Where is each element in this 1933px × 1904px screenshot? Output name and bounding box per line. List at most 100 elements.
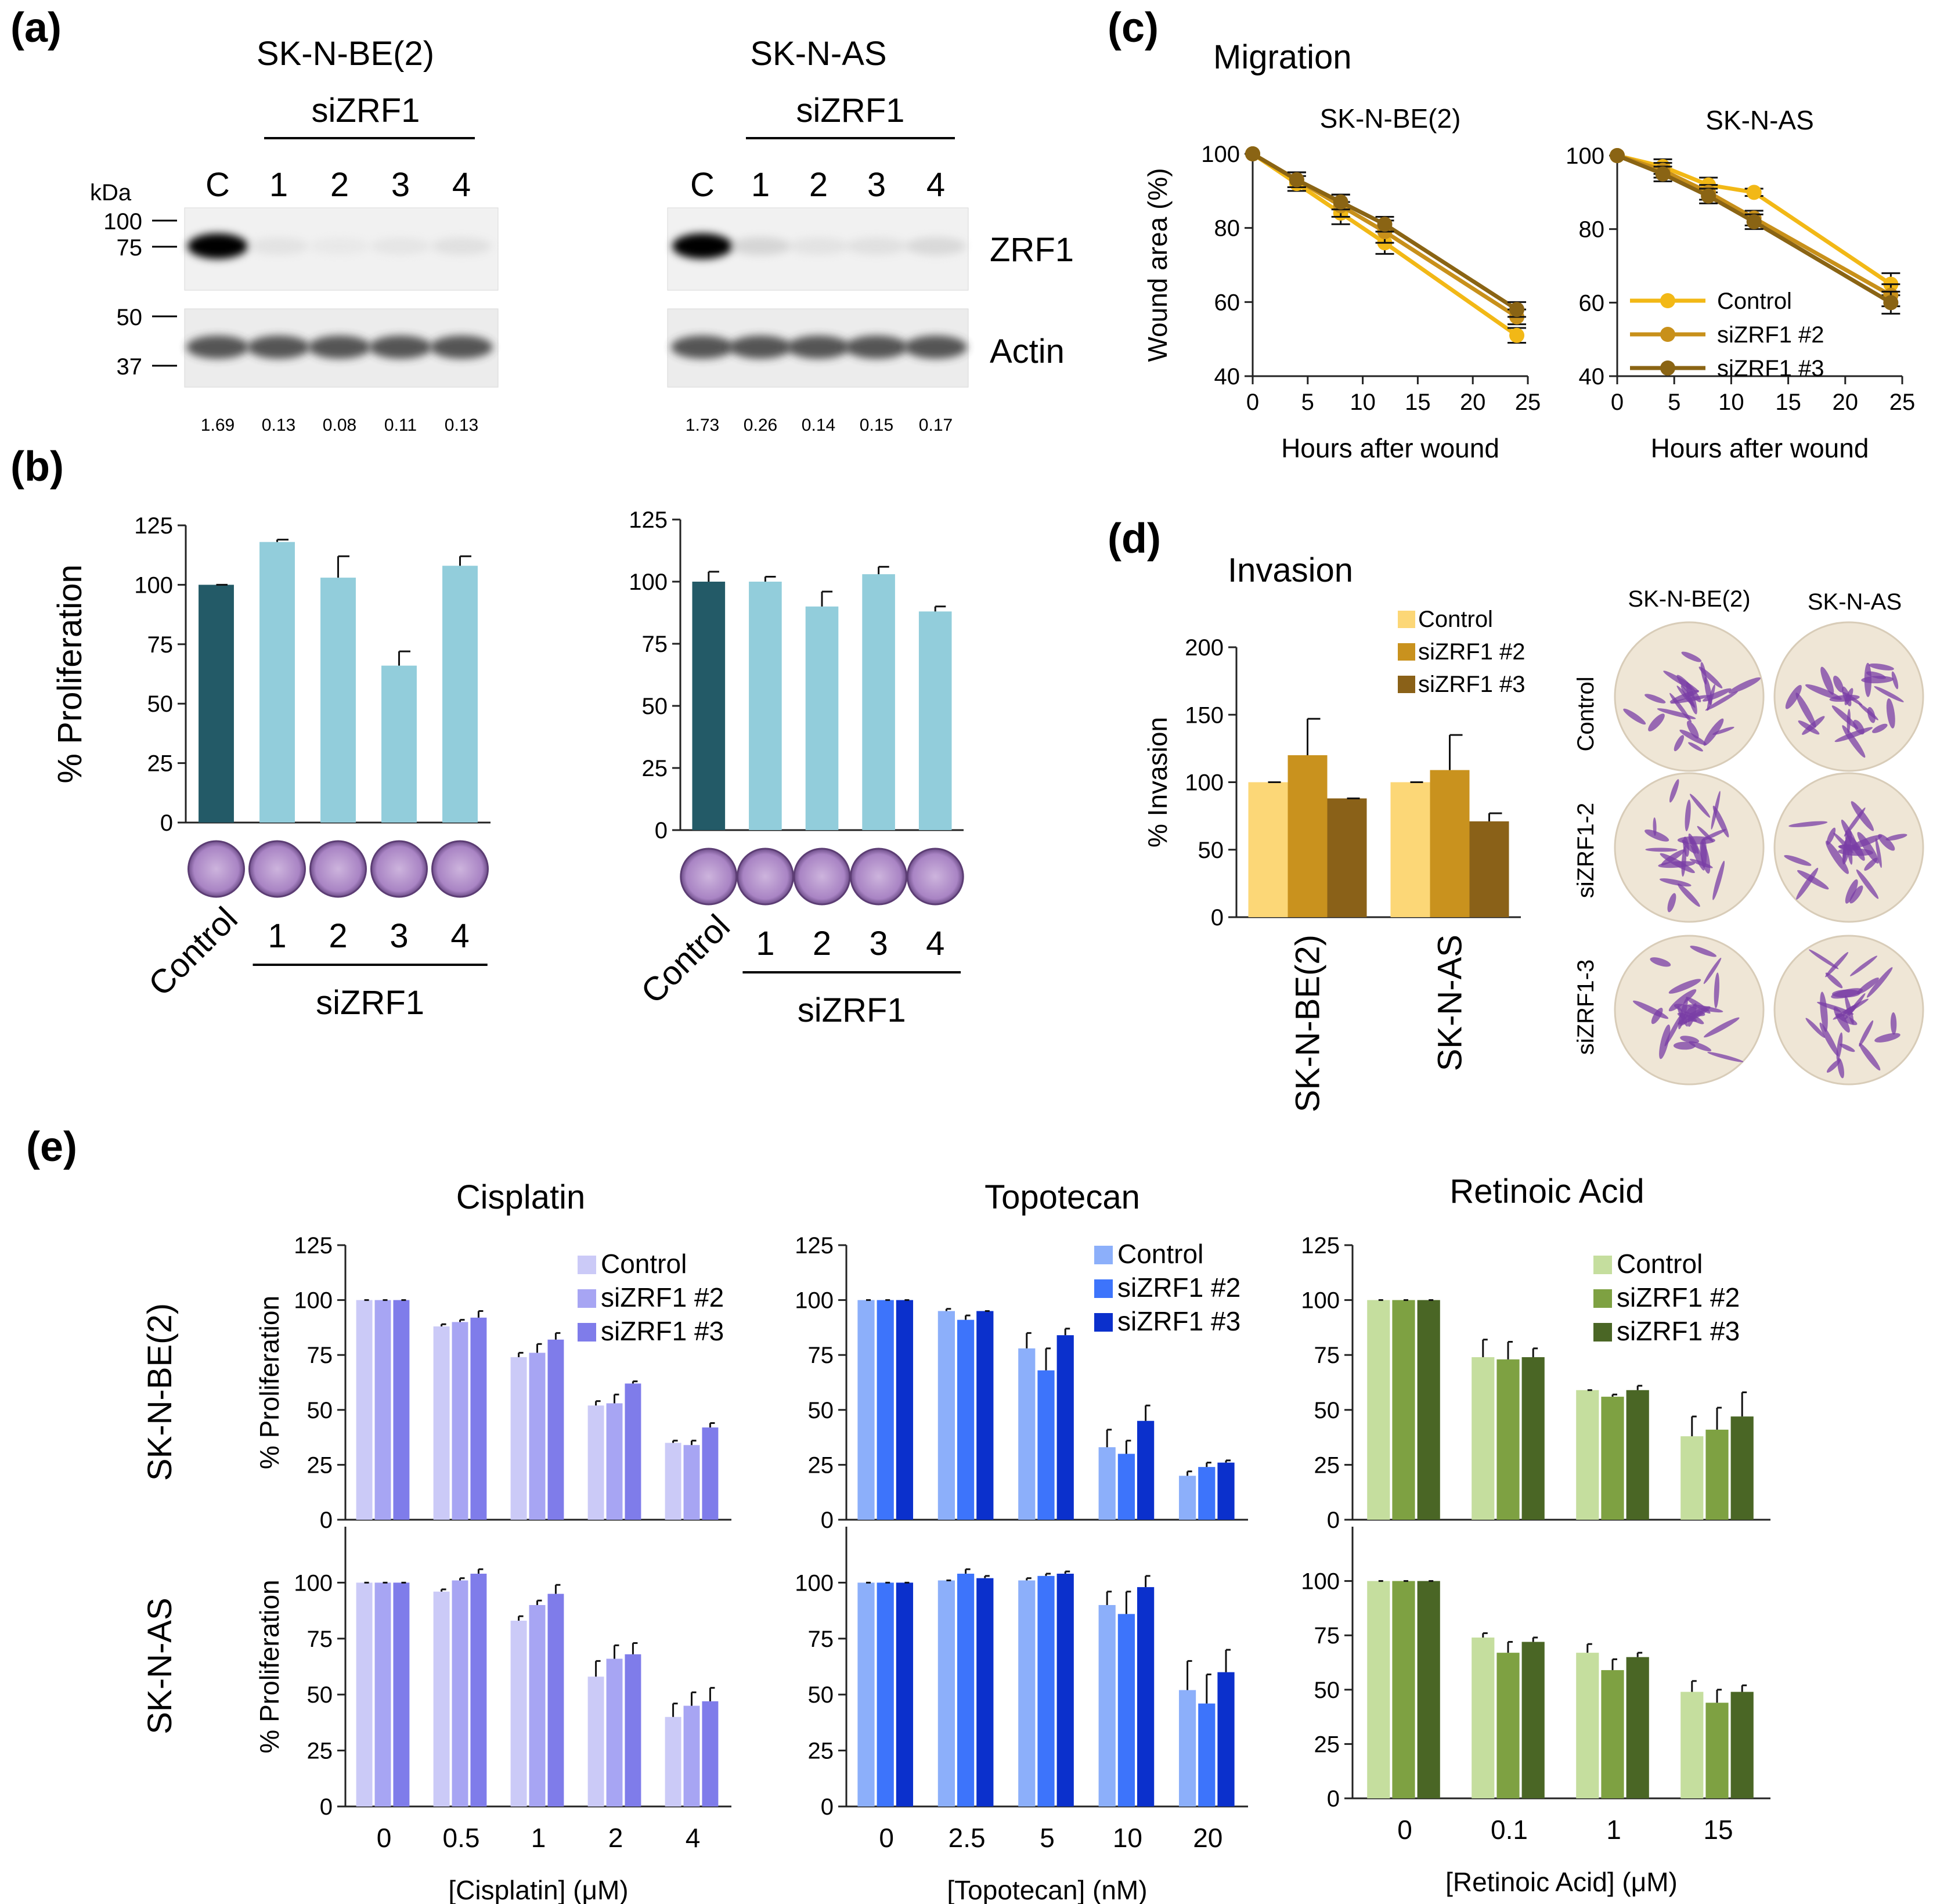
c-right-xtick-label-5: 25 — [1889, 390, 1916, 415]
d-bar-1-1 — [1430, 770, 1470, 917]
blot-1-quant-1: 0.26 — [744, 416, 777, 435]
invasion-cell-1-1-20 — [1788, 821, 1828, 827]
b-left-bar-1 — [259, 542, 295, 823]
e-cis-bot-bar-0-2 — [393, 1582, 410, 1806]
blot-left-group-label: siZRF1 — [312, 92, 420, 129]
invasion-cell-1-1-0 — [1784, 855, 1812, 866]
c-left-xtick-label-0: 0 — [1246, 390, 1259, 415]
invasion-cell-2-1-16 — [1825, 972, 1843, 989]
c-right-point-0-3 — [1746, 185, 1762, 200]
e-cis-bot-bar-1-0 — [433, 1591, 450, 1806]
e-ra-bot-xtick-label-0: 0 — [1397, 1815, 1412, 1845]
invasion-cell-2-1-25 — [1859, 1020, 1874, 1047]
b-right-ytick-label-3: 75 — [642, 632, 668, 657]
e-row-label-0: SK-N-BE(2) — [141, 1303, 179, 1481]
e-cis-top-legend-label-0: Control — [601, 1249, 687, 1279]
panel-e-label: (e) — [26, 1124, 77, 1170]
c-right-legend-label-1: siZRF1 #2 — [1717, 322, 1824, 348]
b-left-ytick-label-1: 25 — [147, 751, 174, 777]
b-left-group-label: siZRF1 — [316, 984, 424, 1022]
e-cis-top-bar-4-0 — [665, 1443, 681, 1520]
d-ylabel: % Invasion — [1142, 717, 1173, 848]
invasion-cell-0-0-21 — [1703, 718, 1724, 746]
e-topo-bot-ytick-label-2: 50 — [808, 1682, 834, 1708]
e-ra-bot-bar-1-0 — [1472, 1637, 1495, 1798]
panel-d-label: (d) — [1108, 515, 1161, 562]
e-topo-bot-xtick-label-0: 0 — [879, 1823, 894, 1853]
panel-c-title: Migration — [1213, 38, 1352, 76]
invasion-cell-2-1-23 — [1833, 1007, 1850, 1033]
e-ra-bot-bar-2-1 — [1601, 1670, 1624, 1798]
e-ra-top-bar-3-0 — [1680, 1436, 1704, 1520]
d-xlabel-0: SK-N-BE(2) — [1289, 935, 1327, 1112]
chart-b-left: 0 25 50 75 100 125 Control 1 2 3 4 siZRF1 % Prolifer… — [51, 513, 491, 1022]
invasion-cell-0-1-6 — [1805, 684, 1842, 700]
b-left-ytick-label-0: 0 — [160, 810, 173, 836]
e-ra-top-bar-2-2 — [1626, 1390, 1649, 1520]
b-right-well-1 — [736, 848, 794, 906]
e-cis-bot-bar-1-2 — [470, 1573, 487, 1806]
e-ra-top-bar-3-1 — [1705, 1429, 1729, 1520]
b-left-ytick-label-3: 75 — [147, 632, 174, 658]
c-right-xtick-label-3: 15 — [1775, 390, 1801, 415]
invasion-cell-0-0-25 — [1669, 693, 1692, 723]
e-topo-top-legend-label-0: Control — [1117, 1239, 1203, 1269]
invasion-cell-1-0-12 — [1653, 817, 1657, 836]
e-topo-top-ytick-label-1: 25 — [808, 1452, 834, 1478]
blot-0-lane-label-3: 3 — [391, 166, 410, 204]
blot-left-cell-title: SK-N-BE(2) — [257, 35, 434, 73]
c-left-xtick-label-4: 20 — [1460, 390, 1486, 415]
e-cis-top-bar-3-1 — [606, 1403, 623, 1520]
b-right-bar-1 — [749, 582, 782, 830]
invasion-cell-2-0-23 — [1707, 1052, 1744, 1062]
e-cis-top-bar-0-2 — [393, 1300, 410, 1520]
invasion-cell-0-1-5 — [1820, 666, 1834, 695]
e-cis-top-bar-4-1 — [683, 1445, 700, 1520]
invasion-cell-0-1-16 — [1842, 725, 1866, 758]
e-topo-top-bar-4-0 — [1178, 1476, 1196, 1520]
panel-d-title: Invasion — [1228, 551, 1353, 589]
e-cis-top-bar-1-2 — [470, 1317, 487, 1520]
e-topo-bot-bar-3-1 — [1117, 1614, 1135, 1806]
c-right-xtick-label-1: 5 — [1668, 390, 1680, 415]
blot-1-actin-band-4 — [904, 336, 967, 359]
blot-0-actin-band-0 — [186, 336, 249, 359]
c-left-xtick-label-3: 15 — [1405, 390, 1431, 415]
e-topo-bot-bar-1-0 — [937, 1580, 955, 1806]
invasion-cell-1-1-22 — [1826, 841, 1849, 874]
e-topo-top-bar-0-0 — [857, 1300, 875, 1520]
e-ra-top-bar-2-1 — [1601, 1397, 1624, 1520]
chart-e-cis-bot: 0 25 50 75 100 0 0.5 1 2 4 [Cisplatin] (μM) % Proli… — [254, 1527, 731, 1904]
invasion-cell-0-1-21 — [1858, 703, 1878, 720]
invasion-cell-2-0-19 — [1714, 972, 1719, 1008]
c-left-xtick-label-5: 25 — [1515, 390, 1541, 415]
invasion-cell-0-0-19 — [1702, 688, 1732, 702]
blot-1-lane-label-1: 1 — [751, 166, 770, 204]
blot-1-quant-2: 0.14 — [802, 416, 835, 435]
invasion-cell-0-0-7 — [1687, 720, 1699, 739]
invasion-cell-0-0-22 — [1688, 742, 1703, 752]
b-left-bar-3 — [381, 665, 417, 823]
e-ra-bot-bar-0-1 — [1392, 1581, 1415, 1798]
invasion-cell-0-0-13 — [1700, 662, 1707, 685]
c-right-xtick-label-4: 20 — [1833, 390, 1859, 415]
b-left-well-2 — [309, 840, 367, 898]
e-topo-top-ytick-label-4: 100 — [795, 1288, 834, 1314]
invasion-cell-1-0-11 — [1681, 846, 1687, 877]
c-right-legend-label-0: Control — [1717, 289, 1792, 314]
b-left-xlabel-1: 1 — [268, 917, 286, 955]
e-ra-top-ytick-label-5: 125 — [1301, 1233, 1340, 1258]
invasion-cell-0-0-3 — [1679, 729, 1707, 745]
e-title-retinoic-acid: Retinoic Acid — [1449, 1173, 1644, 1210]
invasion-cell-2-0-10 — [1659, 1024, 1671, 1059]
e-cis-top-bar-2-0 — [510, 1357, 527, 1520]
e-ra-bot-ytick-label-3: 75 — [1314, 1623, 1340, 1649]
c-right-xtick-label-2: 10 — [1718, 390, 1744, 415]
marker-37: 37 — [117, 354, 143, 380]
e-topo-bot-xtick-label-3: 10 — [1113, 1823, 1142, 1853]
blot-0-lane-label-0: C — [205, 166, 230, 204]
c-left-ytick-label-1: 60 — [1214, 290, 1240, 315]
blot-0-actin-band-2 — [308, 336, 371, 359]
c-left-title: SK-N-BE(2) — [1320, 103, 1461, 134]
